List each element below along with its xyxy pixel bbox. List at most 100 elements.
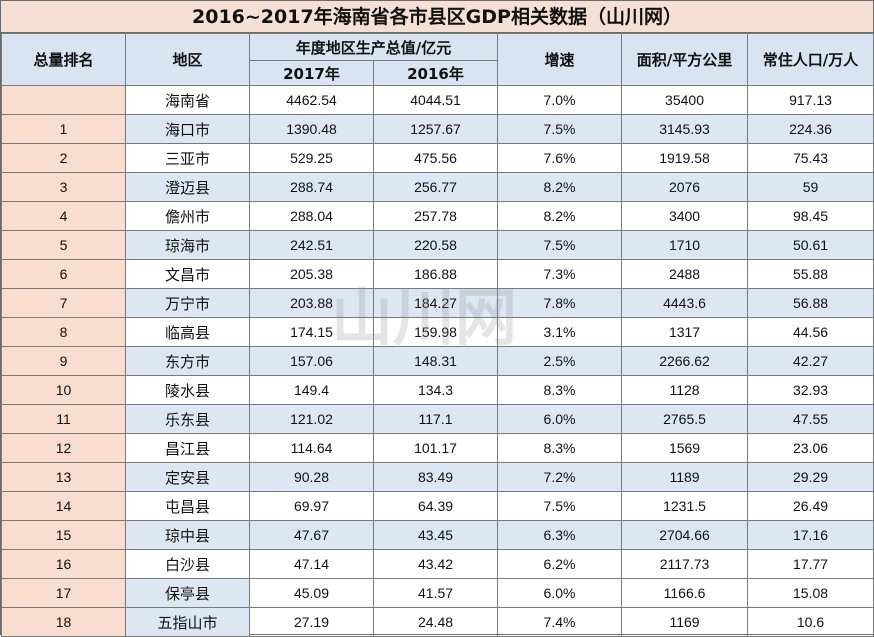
cell-rank <box>1 85 126 115</box>
table-title: 2016~2017年海南省各市县区GDP相关数据（山川网） <box>1 1 873 33</box>
cell-area: 万宁市 <box>125 288 250 318</box>
cell-gdp-2016: 117.1 <box>372 404 499 434</box>
table-row: 15 琼中县 47.67 43.45 6.3% 2704.66 17.16 <box>1 520 874 550</box>
cell-gdp-2017: 174.15 <box>249 317 374 347</box>
cell-gdp-2017: 149.4 <box>249 375 374 405</box>
table-row: 4 儋州市 288.04 257.78 8.2% 3400 98.45 <box>1 201 874 231</box>
cell-rank: 15 <box>1 520 126 550</box>
cell-rank: 8 <box>1 317 126 347</box>
cell-land: 1231.5 <box>621 491 749 521</box>
cell-rank: 6 <box>1 259 126 289</box>
cell-population: 917.13 <box>747 85 874 115</box>
cell-gdp-2016: 101.17 <box>372 433 499 463</box>
cell-gdp-2016: 148.31 <box>372 346 499 376</box>
cell-area: 昌江县 <box>125 433 250 463</box>
cell-area: 定安县 <box>125 462 250 492</box>
table-row: 5 琼海市 242.51 220.58 7.5% 1710 50.61 <box>1 230 874 260</box>
cell-area: 澄迈县 <box>125 172 250 202</box>
table-row: 14 屯昌县 69.97 64.39 7.5% 1231.5 26.49 <box>1 491 874 521</box>
header-gdp-2016: 2016年 <box>372 60 499 86</box>
cell-land: 2117.73 <box>621 549 749 579</box>
header-population: 常住人口/万人 <box>747 33 874 86</box>
cell-population: 17.16 <box>747 520 874 550</box>
cell-land: 3400 <box>621 201 749 231</box>
cell-land: 1569 <box>621 433 749 463</box>
cell-rank: 3 <box>1 172 126 202</box>
cell-rank: 18 <box>1 607 126 637</box>
cell-growth: 6.0% <box>497 404 623 434</box>
cell-gdp-2017: 27.19 <box>249 607 374 637</box>
cell-rank: 13 <box>1 462 126 492</box>
cell-population: 10.6 <box>747 607 874 637</box>
cell-population: 44.56 <box>747 317 874 347</box>
cell-area: 陵水县 <box>125 375 250 405</box>
table-row: 1 海口市 1390.48 1257.67 7.5% 3145.93 224.36 <box>1 114 874 144</box>
cell-rank: 5 <box>1 230 126 260</box>
cell-area: 儋州市 <box>125 201 250 231</box>
cell-growth: 6.3% <box>497 520 623 550</box>
cell-gdp-2017: 4462.54 <box>249 85 374 115</box>
cell-land: 1919.58 <box>621 143 749 173</box>
table-row: 16 白沙县 47.14 43.42 6.2% 2117.73 17.77 <box>1 549 874 579</box>
cell-gdp-2016: 1257.67 <box>372 114 499 144</box>
cell-area: 保亭县 <box>125 578 250 608</box>
cell-land: 1166.6 <box>621 578 749 608</box>
cell-gdp-2016: 43.42 <box>372 549 499 579</box>
cell-rank: 1 <box>1 114 126 144</box>
cell-growth: 7.5% <box>497 114 623 144</box>
cell-population: 75.43 <box>747 143 874 173</box>
cell-rank: 12 <box>1 433 126 463</box>
table-row: 12 昌江县 114.64 101.17 8.3% 1569 23.06 <box>1 433 874 463</box>
cell-population: 56.88 <box>747 288 874 318</box>
cell-gdp-2017: 47.67 <box>249 520 374 550</box>
table-row: 10 陵水县 149.4 134.3 8.3% 1128 32.93 <box>1 375 874 405</box>
cell-growth: 8.3% <box>497 375 623 405</box>
cell-land: 2266.62 <box>621 346 749 376</box>
cell-area: 海南省 <box>125 85 250 115</box>
cell-growth: 3.1% <box>497 317 623 347</box>
cell-growth: 7.4% <box>497 607 623 637</box>
cell-rank: 4 <box>1 201 126 231</box>
table-row: 海南省 4462.54 4044.51 7.0% 35400 917.13 <box>1 85 874 115</box>
cell-land: 1317 <box>621 317 749 347</box>
cell-growth: 6.2% <box>497 549 623 579</box>
cell-area: 琼海市 <box>125 230 250 260</box>
cell-gdp-2016: 43.45 <box>372 520 499 550</box>
table-row: 11 乐东县 121.02 117.1 6.0% 2765.5 47.55 <box>1 404 874 434</box>
cell-growth: 7.3% <box>497 259 623 289</box>
cell-population: 32.93 <box>747 375 874 405</box>
table-row: 2 三亚市 529.25 475.56 7.6% 1919.58 75.43 <box>1 143 874 173</box>
cell-gdp-2016: 220.58 <box>372 230 499 260</box>
cell-land: 2076 <box>621 172 749 202</box>
cell-gdp-2016: 41.57 <box>372 578 499 608</box>
header-rank: 总量排名 <box>1 33 126 86</box>
cell-gdp-2017: 1390.48 <box>249 114 374 144</box>
cell-area: 文昌市 <box>125 259 250 289</box>
cell-gdp-2017: 121.02 <box>249 404 374 434</box>
cell-gdp-2017: 288.04 <box>249 201 374 231</box>
cell-land: 4443.6 <box>621 288 749 318</box>
cell-rank: 14 <box>1 491 126 521</box>
cell-population: 29.29 <box>747 462 874 492</box>
cell-rank: 2 <box>1 143 126 173</box>
cell-gdp-2016: 475.56 <box>372 143 499 173</box>
cell-area: 五指山市 <box>125 607 250 637</box>
cell-area: 临高县 <box>125 317 250 347</box>
cell-population: 98.45 <box>747 201 874 231</box>
cell-growth: 7.5% <box>497 491 623 521</box>
cell-population: 23.06 <box>747 433 874 463</box>
cell-rank: 10 <box>1 375 126 405</box>
cell-gdp-2017: 242.51 <box>249 230 374 260</box>
table-row: 3 澄迈县 288.74 256.77 8.2% 2076 59 <box>1 172 874 202</box>
cell-population: 26.49 <box>747 491 874 521</box>
cell-land: 1128 <box>621 375 749 405</box>
cell-growth: 7.6% <box>497 143 623 173</box>
cell-growth: 8.3% <box>497 433 623 463</box>
cell-gdp-2017: 529.25 <box>249 143 374 173</box>
cell-gdp-2016: 256.77 <box>372 172 499 202</box>
cell-gdp-2016: 184.27 <box>372 288 499 318</box>
cell-rank: 9 <box>1 346 126 376</box>
cell-rank: 16 <box>1 549 126 579</box>
cell-area: 屯昌县 <box>125 491 250 521</box>
